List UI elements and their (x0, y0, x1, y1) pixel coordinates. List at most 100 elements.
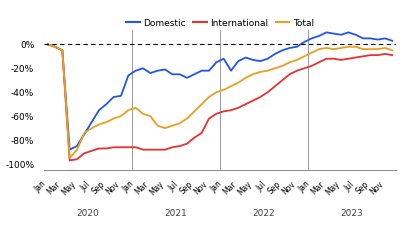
Total (170, 124, 175, 127)
Text: 2022: 2022 (253, 209, 275, 218)
Domestic (155, 69, 160, 72)
International (294, 69, 299, 72)
International (126, 146, 131, 149)
International (118, 146, 123, 149)
International (60, 49, 65, 52)
International (184, 142, 189, 145)
Total (250, 73, 255, 76)
Text: 2020: 2020 (77, 209, 99, 218)
Domestic (265, 57, 270, 60)
Domestic (111, 96, 116, 98)
Domestic (67, 148, 72, 151)
Text: 2021: 2021 (165, 209, 187, 218)
International (265, 91, 270, 94)
Domestic (243, 56, 248, 59)
Total (162, 126, 168, 130)
Domestic (317, 34, 322, 37)
Domestic (331, 32, 336, 35)
Total (133, 106, 138, 109)
Total (89, 126, 94, 130)
Domestic (60, 49, 65, 52)
Line: Domestic: Domestic (48, 32, 392, 150)
Domestic (236, 60, 241, 62)
Total (375, 48, 380, 51)
Domestic (346, 31, 351, 34)
Total (258, 70, 263, 74)
Domestic (294, 45, 299, 48)
Total (382, 46, 387, 50)
Line: International: International (48, 44, 392, 160)
International (148, 148, 153, 151)
Domestic (170, 73, 175, 76)
Total (45, 43, 50, 46)
International (309, 64, 314, 68)
Total (338, 46, 343, 50)
Total (148, 115, 153, 118)
Total (361, 48, 366, 51)
International (82, 152, 87, 155)
International (280, 79, 285, 82)
Total (265, 69, 270, 72)
Domestic (368, 37, 373, 40)
Domestic (221, 57, 226, 60)
Total (104, 121, 109, 124)
Domestic (390, 39, 395, 42)
Total (331, 48, 336, 51)
Domestic (199, 69, 204, 72)
Total (294, 58, 299, 61)
Total (177, 122, 182, 125)
Total (236, 81, 241, 84)
Legend: Domestic, International, Total: Domestic, International, Total (122, 15, 318, 31)
Total (221, 88, 226, 91)
Total (184, 117, 189, 120)
Total (228, 85, 233, 88)
International (228, 109, 233, 112)
Domestic (148, 72, 153, 74)
Domestic (382, 37, 387, 40)
International (214, 112, 219, 115)
International (287, 73, 292, 76)
Total (126, 109, 131, 112)
International (346, 57, 351, 60)
Total (82, 132, 87, 134)
International (97, 147, 102, 150)
Total (309, 51, 314, 54)
Total (287, 61, 292, 64)
Total (199, 103, 204, 106)
Total (214, 91, 219, 94)
International (302, 67, 307, 70)
Total (155, 124, 160, 127)
Domestic (126, 74, 131, 77)
International (331, 57, 336, 60)
International (111, 146, 116, 149)
International (317, 61, 322, 64)
Total (317, 48, 322, 51)
Domestic (45, 43, 50, 46)
International (236, 106, 241, 109)
Domestic (206, 69, 211, 72)
Domestic (133, 69, 138, 72)
International (177, 144, 182, 148)
International (67, 159, 72, 162)
Total (141, 112, 146, 115)
Domestic (258, 60, 263, 62)
Domestic (273, 52, 278, 56)
Total (280, 64, 285, 68)
International (155, 148, 160, 151)
Total (67, 156, 72, 160)
Total (353, 45, 358, 48)
Domestic (118, 94, 123, 97)
International (45, 43, 50, 46)
International (53, 45, 58, 48)
International (353, 56, 358, 59)
Domestic (375, 38, 380, 41)
International (382, 52, 387, 56)
International (162, 148, 168, 151)
Domestic (53, 45, 58, 48)
International (104, 147, 109, 150)
Total (324, 46, 329, 50)
Total (118, 115, 123, 118)
International (206, 117, 211, 120)
Total (60, 49, 65, 52)
Domestic (214, 61, 219, 64)
